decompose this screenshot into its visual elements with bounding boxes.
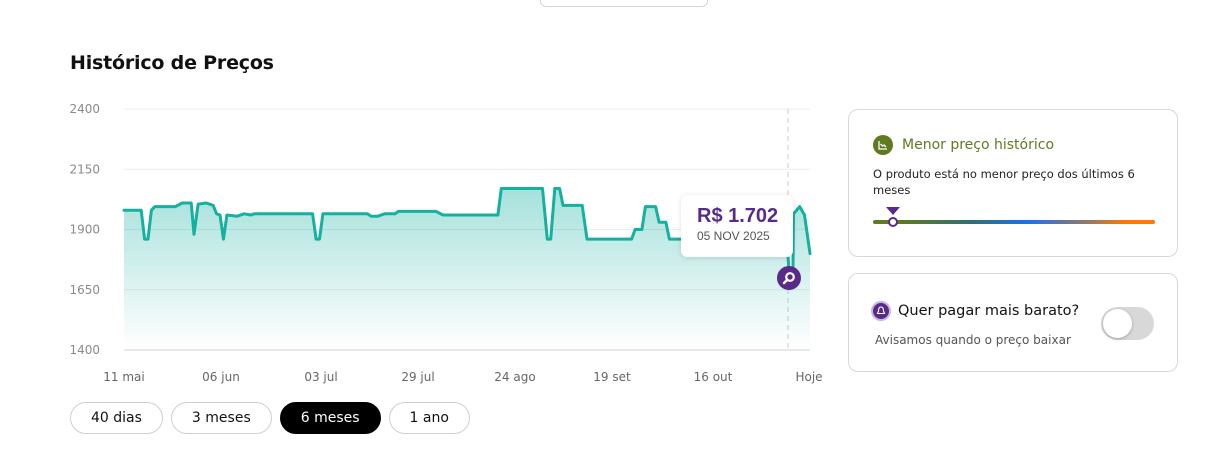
range-3-meses-button[interactable]: 3 meses: [170, 402, 272, 434]
tooltip-price: R$ 1.702: [697, 205, 779, 227]
chart-down-icon: [873, 135, 893, 155]
caret-down-icon: [886, 207, 900, 215]
range-6-meses-button[interactable]: 6 meses: [279, 402, 381, 434]
range-40-dias-button[interactable]: 40 dias: [70, 402, 163, 434]
price-alert-subtitle: Avisamos quando o preço baixar: [875, 333, 1071, 347]
price-alert-title: Quer pagar mais barato?: [898, 303, 1080, 319]
svg-text:16 out: 16 out: [694, 370, 733, 384]
svg-text:19 set: 19 set: [593, 370, 631, 384]
svg-text:06 jun: 06 jun: [202, 370, 240, 384]
svg-text:2400: 2400: [69, 102, 100, 116]
svg-text:2150: 2150: [69, 162, 100, 176]
price-alert-toggle[interactable]: [1101, 307, 1154, 340]
price-alert-header: Quer pagar mais barato?: [871, 301, 1079, 321]
price-range-indicator: [873, 206, 1155, 227]
lowest-price-title: Menor preço histórico: [902, 137, 1055, 153]
price-history-chart: 2400 2150 1900 1650 1400 11 mai 06 jun 03 jul 29…: [69, 102, 822, 384]
svg-text:1400: 1400: [69, 343, 100, 357]
lowest-price-description: O produto está no menor preço dos último…: [873, 167, 1135, 197]
range-1-ano-button[interactable]: 1 ano: [388, 402, 470, 434]
svg-text:29 jul: 29 jul: [401, 370, 434, 384]
svg-text:Hoje: Hoje: [795, 370, 822, 384]
svg-text:1900: 1900: [69, 223, 100, 237]
tooltip-date: 05 NOV 2025: [697, 229, 770, 243]
price-alert-card: Quer pagar mais barato? Avisamos quando …: [848, 273, 1178, 372]
svg-text:03 jul: 03 jul: [304, 370, 337, 384]
range-selector: 40 dias 3 meses 6 meses 1 ano: [70, 402, 470, 434]
price-position-knob: [888, 217, 898, 227]
toggle-thumb[interactable]: [1103, 309, 1132, 338]
svg-text:11 mai: 11 mai: [103, 370, 144, 384]
price-marker[interactable]: [777, 266, 801, 290]
search-icon: [782, 272, 795, 285]
lowest-price-header: Menor preço histórico: [873, 135, 1054, 155]
price-gradient-track: [873, 220, 1155, 224]
lowest-price-card: Menor preço histórico O produto está no …: [848, 109, 1178, 257]
svg-text:24 ago: 24 ago: [494, 370, 535, 384]
chart-tooltip: R$ 1.702 05 NOV 2025: [681, 195, 793, 257]
page-title: Histórico de Preços: [70, 52, 274, 74]
bell-icon: [871, 301, 891, 321]
svg-text:1650: 1650: [69, 283, 100, 297]
